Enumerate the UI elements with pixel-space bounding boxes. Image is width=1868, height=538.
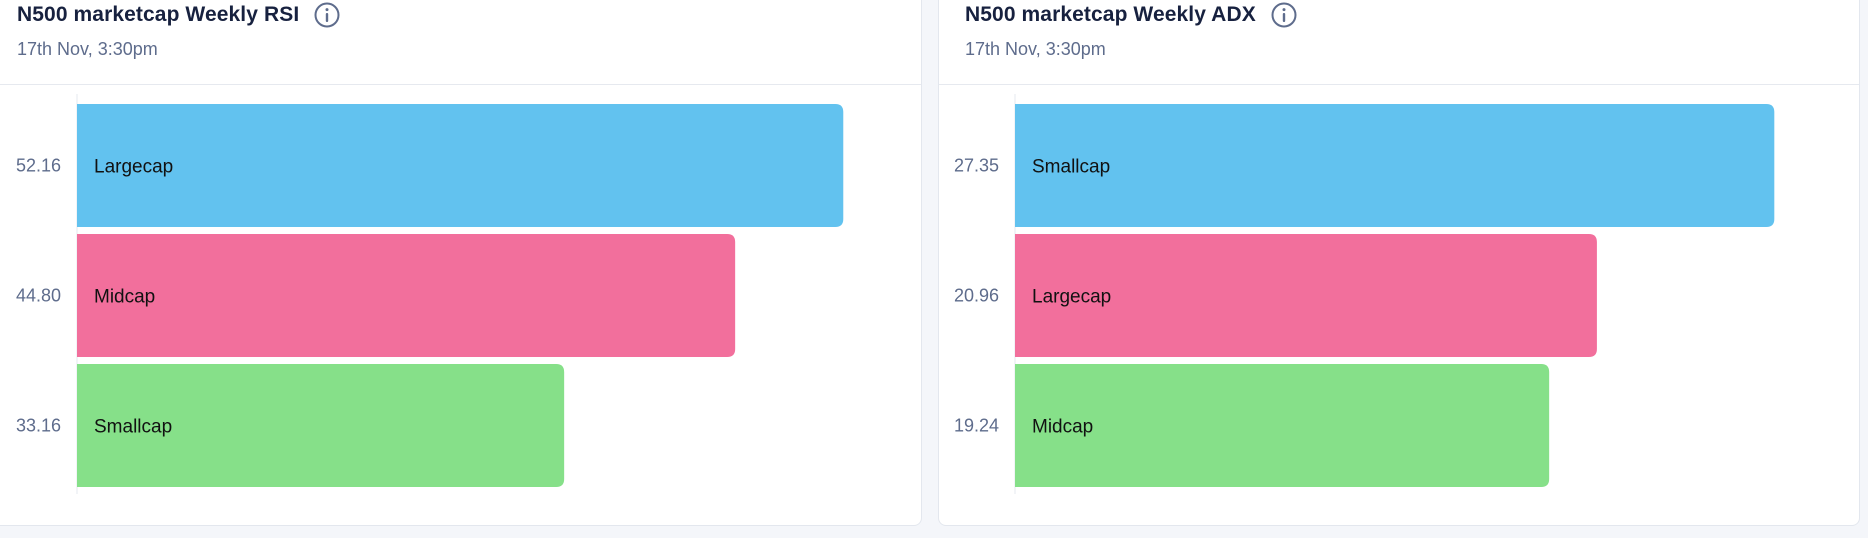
card-timestamp: 17th Nov, 3:30pm	[17, 39, 158, 59]
bar-category-label: Smallcap	[94, 417, 172, 438]
title-row: N500 marketcap Weekly ADX	[965, 1, 1298, 29]
info-icon[interactable]	[313, 1, 341, 29]
card-title: N500 marketcap Weekly ADX	[965, 3, 1256, 26]
bar-largecap[interactable]	[77, 104, 844, 227]
card-title: N500 marketcap Weekly RSI	[17, 3, 300, 26]
bar-category-label: Midcap	[94, 287, 155, 308]
adx-card: N500 marketcap Weekly ADX 17th Nov, 3:30…	[938, 0, 1860, 526]
bar-category-label: Midcap	[1032, 417, 1093, 438]
bar-value-label: 44.80	[16, 286, 61, 306]
bar-value-label: 52.16	[16, 156, 61, 176]
bar-midcap[interactable]	[77, 234, 736, 357]
bar-value-label: 33.16	[16, 416, 61, 436]
bar-value-label: 19.24	[954, 416, 999, 436]
rsi-card: N500 marketcap Weekly RSI 17th Nov, 3:30…	[0, 0, 922, 526]
bar-smallcap[interactable]	[1015, 104, 1775, 227]
bar-category-label: Smallcap	[1032, 157, 1110, 178]
bar-category-label: Largecap	[94, 157, 173, 178]
bar-category-label: Largecap	[1032, 287, 1111, 308]
bar-midcap[interactable]	[1015, 364, 1550, 487]
title-row: N500 marketcap Weekly RSI	[17, 1, 341, 29]
card-timestamp: 17th Nov, 3:30pm	[965, 39, 1106, 59]
info-icon[interactable]	[1270, 1, 1298, 29]
bar-value-label: 27.35	[954, 156, 999, 176]
bar-value-label: 20.96	[954, 286, 999, 306]
bar-smallcap[interactable]	[77, 364, 565, 487]
card-header: N500 marketcap Weekly RSI 17th Nov, 3:30…	[0, 0, 921, 85]
card-header: N500 marketcap Weekly ADX 17th Nov, 3:30…	[939, 0, 1859, 85]
rsi-bar-chart: 52.16 Largecap 44.80 Midcap 33.16 Smallcap	[16, 94, 844, 494]
adx-bar-chart: 27.35 Smallcap 20.96 Largecap 19.24 Midcap	[954, 94, 1775, 494]
bar-largecap[interactable]	[1015, 234, 1597, 357]
